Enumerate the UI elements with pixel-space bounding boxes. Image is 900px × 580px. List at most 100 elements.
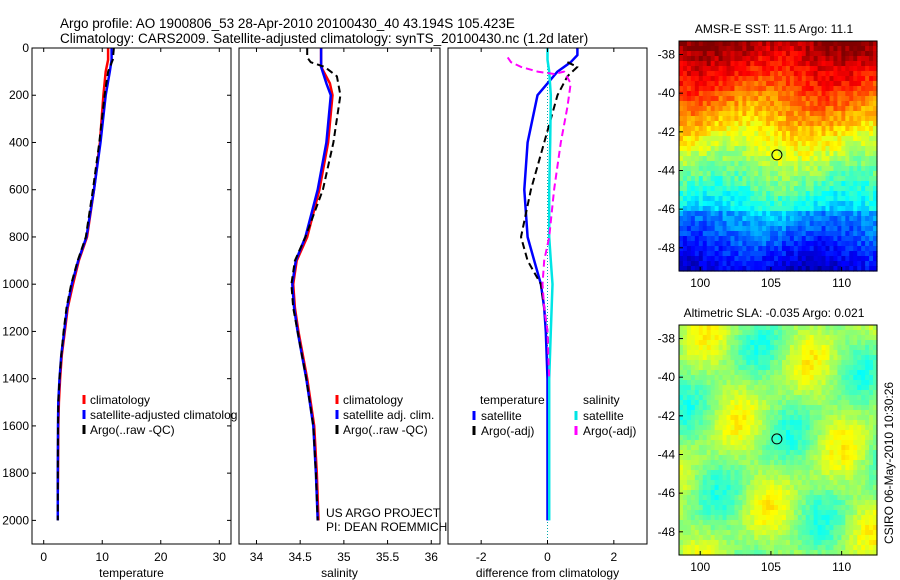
sst_map-cell — [770, 256, 775, 262]
sla_map-cell — [694, 430, 700, 436]
sst_map-cell — [718, 161, 724, 167]
sla_map-cell — [817, 360, 823, 366]
sst_map-cell — [825, 146, 831, 152]
sst_map-cell — [754, 251, 759, 257]
sst_map-cell — [793, 221, 799, 227]
sla_map-cell — [861, 445, 866, 451]
sst_map-cell — [682, 81, 688, 87]
sst_map-cell — [750, 41, 755, 47]
sst_map-cell — [829, 161, 835, 167]
sst_map-cell — [841, 241, 846, 247]
sla_map-cell — [762, 435, 767, 441]
sla_map-cell — [710, 385, 716, 391]
sla_map-cell — [730, 400, 736, 406]
sst_map-cell — [821, 266, 827, 272]
sla_map-cell — [797, 540, 803, 546]
sla_map-cell — [857, 430, 862, 436]
sla_map-cell — [801, 525, 807, 531]
sla_map-cell — [710, 525, 716, 531]
sst_map-cell — [829, 106, 835, 112]
sla_map-cell — [793, 355, 799, 361]
sla_map-cell — [686, 365, 692, 371]
sla_map-cell — [754, 430, 759, 436]
sla_map-cell — [766, 370, 771, 376]
sla_map-cell — [809, 455, 815, 461]
sst_map-cell — [679, 191, 684, 197]
sla_map-cell — [679, 395, 684, 401]
sst_map-cell — [694, 266, 700, 272]
sst_map-cell — [702, 156, 708, 162]
sst_map-cell — [793, 71, 799, 77]
sla_map-cell — [829, 470, 835, 476]
sla_map-cell — [781, 405, 787, 411]
sla_map-cell — [869, 345, 874, 351]
sst_map-cell — [781, 166, 787, 172]
sst_map-cell — [706, 171, 712, 177]
sst_map-cell — [770, 211, 775, 217]
sst_map-cell — [726, 151, 732, 157]
sla_map-cell — [873, 330, 878, 336]
sla_map-cell — [801, 490, 807, 496]
sla_map-cell — [849, 525, 854, 531]
sla_map-cell — [726, 490, 732, 496]
sst_map-cell — [849, 56, 854, 62]
sla_map-cell — [690, 415, 696, 421]
sst_map-cell — [785, 241, 791, 247]
sst_map-cell — [853, 216, 858, 222]
sla_map-cell — [762, 515, 767, 521]
sla_map-cell — [686, 545, 692, 551]
sla_map-cell — [833, 335, 838, 341]
sla_map-cell — [714, 530, 720, 536]
sla_map-cell — [785, 440, 791, 446]
sst_map-cell — [809, 176, 815, 182]
sla_map-cell — [722, 515, 728, 521]
sla_map-cell — [841, 450, 846, 456]
sla_map-cell — [869, 370, 874, 376]
sla_map-cell — [821, 350, 827, 356]
sla_map-cell — [726, 435, 732, 441]
sst_map-cell — [809, 61, 815, 67]
sst_map-cell — [793, 96, 799, 102]
sla_map-cell — [774, 325, 779, 331]
sst_map-cell — [766, 251, 771, 257]
sst_map-cell — [730, 116, 736, 122]
sla_map-cell — [714, 480, 720, 486]
sla_map-cell — [805, 455, 811, 461]
sla_map-cell — [679, 350, 684, 356]
sst_map-cell — [698, 41, 704, 47]
sst_map-cell — [861, 101, 866, 107]
sla_map-cell — [690, 460, 696, 466]
sla_map-cell — [754, 440, 759, 446]
sla_map-cell — [754, 550, 759, 556]
sla_map-cell — [825, 325, 831, 331]
sst_map-cell — [762, 171, 767, 177]
sla_map-cell — [698, 450, 704, 456]
sst_map-cell — [774, 181, 779, 187]
sst_map-cell — [710, 96, 716, 102]
sst_map-cell — [869, 206, 874, 212]
sla_map-cell — [781, 470, 787, 476]
sst_map-cell — [742, 106, 747, 112]
sst_map-cell — [774, 51, 779, 57]
sla_map-cell — [853, 355, 858, 361]
sla_map-cell — [690, 445, 696, 451]
sla_map-cell — [730, 515, 736, 521]
sla_map-cell — [714, 410, 720, 416]
sst_map-cell — [817, 216, 823, 222]
sst_map-cell — [869, 261, 874, 267]
sla_map-cell — [869, 340, 874, 346]
sst_map-cell — [861, 146, 866, 152]
sst_map-cell — [845, 226, 850, 232]
sla_map-cell — [801, 425, 807, 431]
sst_map-cell — [785, 141, 791, 147]
sst_map-cell — [742, 211, 747, 217]
sla_map-cell — [754, 525, 759, 531]
sla_map-cell — [754, 340, 759, 346]
sst_map-cell — [861, 186, 866, 192]
sla_map-cell — [813, 520, 819, 526]
sla_map-cell — [869, 375, 874, 381]
sla_map-cell — [686, 360, 692, 366]
sla_map-cell — [686, 440, 692, 446]
sst_map-cell — [750, 101, 755, 107]
sst_map-cell — [754, 176, 759, 182]
